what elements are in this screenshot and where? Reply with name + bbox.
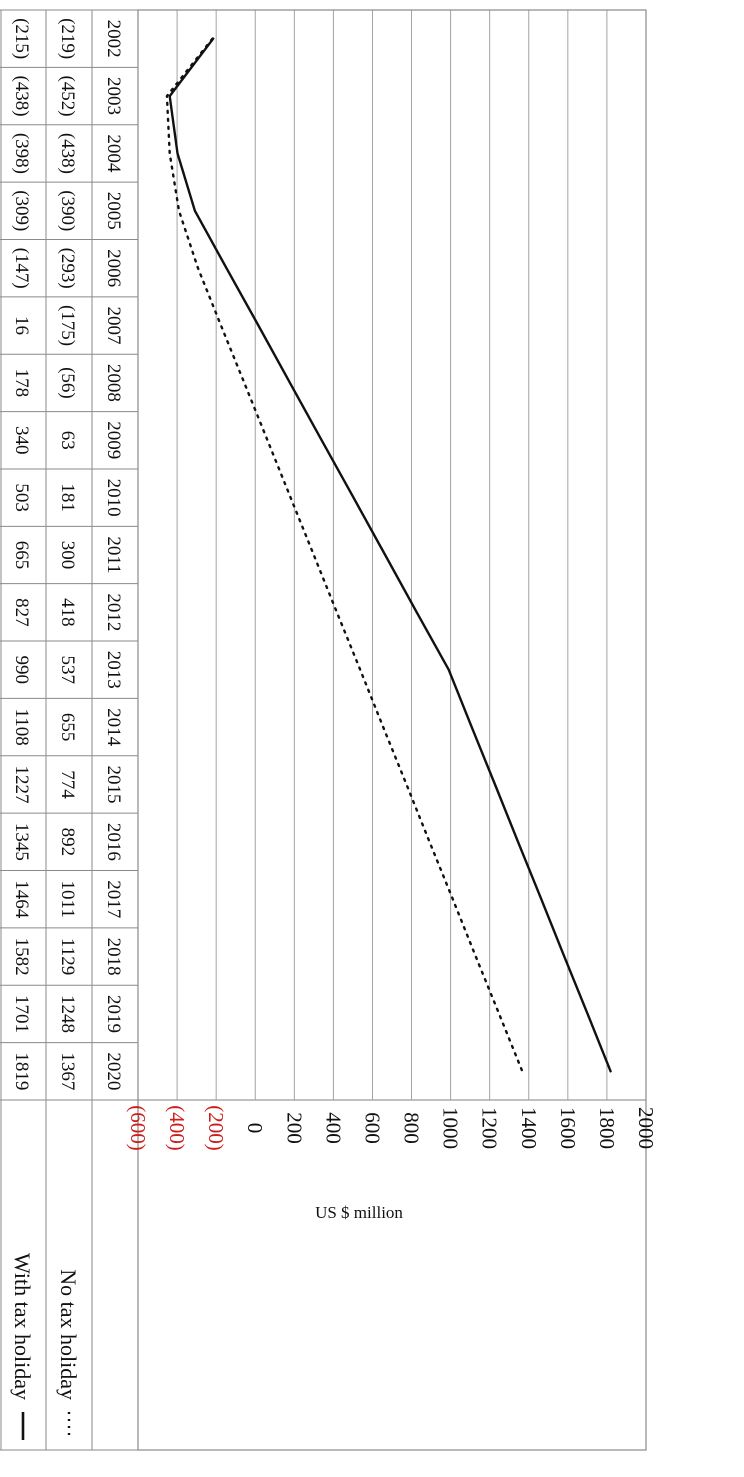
y-tick-label: 200: [282, 1112, 306, 1144]
series-lines: [165, 37, 612, 1073]
x-category-label: 2003: [103, 77, 124, 115]
x-category-label: 2002: [103, 20, 124, 58]
data-label: (293): [57, 248, 78, 289]
y-tick-label: 600: [360, 1112, 384, 1144]
x-category-label: 2005: [103, 192, 124, 230]
data-label: 1701: [11, 995, 32, 1033]
y-tick-label: 400: [321, 1112, 345, 1144]
x-category-label: 2012: [103, 593, 124, 631]
data-label: (398): [11, 133, 32, 174]
data-label: 300: [57, 541, 78, 570]
y-tick-label: 0: [243, 1123, 267, 1134]
x-category-label: 2018: [103, 938, 124, 976]
y-tick-label: 800: [400, 1112, 424, 1144]
x-category-label: 2007: [103, 307, 124, 345]
data-label: 1108: [11, 708, 32, 745]
y-tick-label: 2000: [634, 1107, 658, 1149]
y-tick-label: (400): [165, 1105, 189, 1151]
data-label: 1129: [57, 938, 78, 975]
data-label: 63: [57, 431, 78, 450]
x-category-label: 2015: [103, 765, 124, 803]
data-label: 537: [57, 655, 78, 684]
data-label: 1367: [57, 1052, 78, 1090]
y-tick-label: (200): [204, 1105, 228, 1151]
data-label: (215): [11, 18, 32, 59]
data-label: 1227: [11, 765, 32, 803]
legend-label: No tax holiday: [56, 1269, 81, 1400]
series-line-with-tax-holiday: [168, 37, 612, 1073]
legend-label: With tax holiday: [10, 1253, 35, 1400]
x-category-label: 2013: [103, 651, 124, 689]
data-label: 1582: [11, 938, 32, 976]
data-label: (390): [57, 190, 78, 231]
data-label: 1464: [11, 880, 32, 919]
x-category-label: 2017: [103, 880, 124, 918]
y-tick-label: 1800: [595, 1107, 619, 1149]
x-category-label: 2020: [103, 1052, 124, 1090]
data-label: 892: [57, 828, 78, 857]
x-category-label: 2011: [103, 536, 124, 573]
data-table: 2002 2003 2004 2005 2006 2007 2008 2009 2010 2011…: [0, 9, 138, 1451]
x-category-label: 2004: [103, 134, 124, 173]
data-label: (438): [57, 133, 78, 174]
x-category-label: 2008: [103, 364, 124, 402]
x-category-label: 2019: [103, 995, 124, 1033]
y-axis-ticks: 2000180016001400120010008006004002000(20…: [126, 1105, 658, 1151]
data-label: (219): [57, 18, 78, 59]
plot-area-frame: [137, 9, 647, 1451]
data-label: 503: [11, 483, 32, 512]
data-label: (175): [57, 305, 78, 346]
data-label: 665: [11, 541, 32, 570]
x-category-label: 2016: [103, 823, 124, 861]
data-label: (147): [11, 248, 32, 289]
y-tick-label: (600): [126, 1105, 150, 1151]
data-label: 178: [11, 369, 32, 398]
data-label: 990: [11, 655, 32, 684]
data-label: (452): [57, 75, 78, 116]
data-label: 418: [57, 598, 78, 627]
y-tick-label: 1400: [517, 1107, 541, 1149]
x-category-label: 2010: [103, 479, 124, 517]
data-label: 827: [11, 598, 32, 627]
grid-lines: [138, 10, 646, 1101]
x-category-label: 2006: [103, 249, 124, 287]
data-label: 655: [57, 713, 78, 742]
data-label: 1248: [57, 995, 78, 1033]
x-category-label: 2009: [103, 421, 124, 459]
data-label: (438): [11, 75, 32, 116]
data-label: (56): [57, 367, 78, 399]
data-label: 1819: [11, 1052, 32, 1090]
data-label: 340: [11, 426, 32, 455]
data-label: 16: [11, 316, 32, 335]
y-tick-label: 1600: [556, 1107, 580, 1149]
data-label: 1345: [11, 823, 32, 861]
data-label: 1011: [57, 881, 78, 918]
data-label: 774: [57, 770, 78, 799]
y-tick-label: 1200: [478, 1107, 502, 1149]
y-axis-label: US $ million: [315, 1203, 403, 1222]
data-label: (309): [11, 190, 32, 231]
x-category-label: 2014: [103, 708, 124, 747]
data-label: 181: [57, 483, 78, 512]
y-tick-label: 1000: [439, 1107, 463, 1149]
series-line-no-tax-holiday: [165, 37, 524, 1073]
